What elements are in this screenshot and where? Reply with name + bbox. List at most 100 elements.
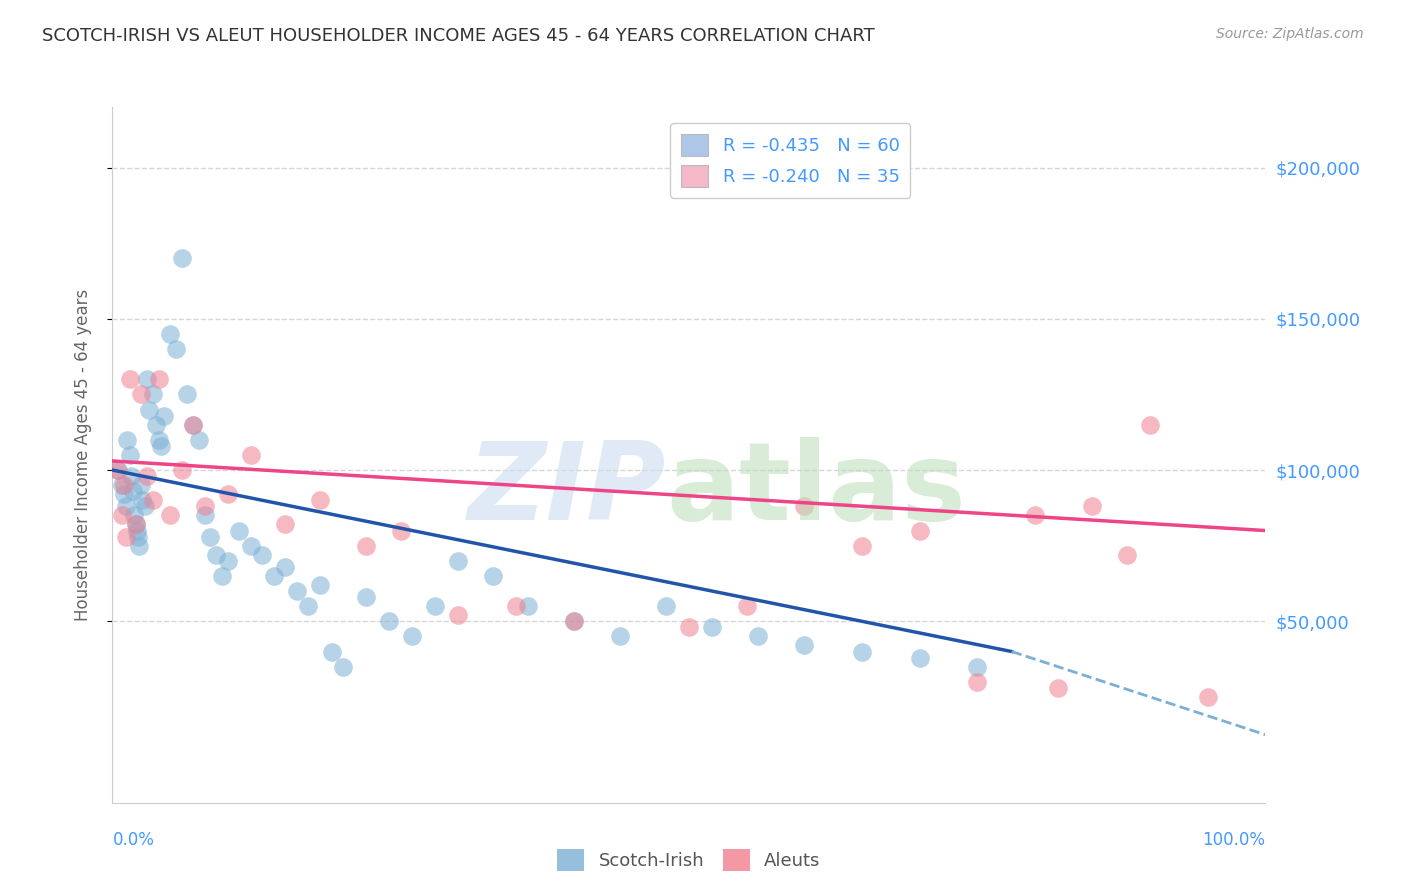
Point (505, 599, 527, 614)
Point (129, 387, 153, 401)
Point (609, 629, 631, 643)
Point (217, 554, 239, 568)
Point (124, 517, 146, 532)
Point (136, 469, 159, 483)
Text: Source: ZipAtlas.com: Source: ZipAtlas.com (1216, 27, 1364, 41)
Point (482, 569, 505, 583)
Point (188, 433, 211, 447)
Point (194, 500, 217, 514)
Point (165, 342, 187, 356)
Point (129, 478, 153, 492)
Y-axis label: Householder Income Ages 45 - 64 years: Householder Income Ages 45 - 64 years (73, 289, 91, 621)
Point (111, 478, 134, 492)
Point (332, 659, 354, 673)
Point (120, 469, 142, 483)
Point (142, 387, 165, 401)
Point (112, 478, 135, 492)
Legend: Scotch-Irish, Aleuts: Scotch-Irish, Aleuts (550, 842, 828, 879)
Point (966, 659, 988, 673)
Point (747, 629, 769, 643)
Point (124, 517, 146, 532)
Point (447, 608, 470, 623)
Point (170, 252, 193, 266)
Point (148, 433, 170, 447)
Point (655, 599, 678, 614)
Point (181, 417, 204, 432)
Point (285, 584, 308, 599)
Point (153, 409, 176, 423)
Point (159, 326, 181, 341)
Point (401, 629, 423, 643)
Point (735, 599, 758, 614)
Point (678, 620, 700, 634)
Point (1116, 548, 1139, 562)
Text: atlas: atlas (666, 437, 966, 542)
Point (389, 524, 412, 538)
Point (131, 493, 153, 508)
Point (1139, 417, 1161, 432)
Point (239, 448, 262, 462)
Point (211, 569, 233, 583)
Point (309, 493, 332, 508)
Point (125, 524, 148, 538)
Text: SCOTCH-IRISH VS ALEUT HOUSEHOLDER INCOME AGES 45 - 64 YEARS CORRELATION CHART: SCOTCH-IRISH VS ALEUT HOUSEHOLDER INCOME… (42, 27, 875, 45)
Point (115, 500, 138, 514)
Text: ZIP: ZIP (468, 437, 666, 542)
Point (138, 402, 160, 417)
Point (118, 372, 141, 386)
Point (274, 559, 297, 574)
Point (194, 508, 217, 523)
Point (124, 508, 146, 523)
Point (516, 599, 538, 614)
Point (1046, 681, 1069, 695)
Text: 0.0%: 0.0% (112, 830, 155, 848)
Point (354, 539, 377, 553)
Point (1081, 500, 1104, 514)
Point (142, 493, 165, 508)
Point (425, 599, 447, 614)
Point (793, 500, 815, 514)
Point (908, 650, 931, 665)
Point (1024, 508, 1046, 523)
Point (111, 508, 134, 523)
Point (562, 615, 585, 629)
Point (252, 548, 274, 562)
Point (117, 433, 139, 447)
Point (136, 372, 159, 386)
Point (908, 524, 931, 538)
Legend: R = -0.435   N = 60, R = -0.240   N = 35: R = -0.435 N = 60, R = -0.240 N = 35 (671, 123, 911, 198)
Point (274, 517, 297, 532)
Point (239, 539, 262, 553)
Point (105, 463, 128, 477)
Point (851, 539, 873, 553)
Point (851, 644, 873, 658)
Point (217, 487, 239, 501)
Point (966, 674, 988, 689)
Point (148, 372, 170, 386)
Text: 100.0%: 100.0% (1202, 830, 1265, 848)
Point (793, 639, 815, 653)
Point (263, 569, 285, 583)
Point (149, 439, 172, 453)
Point (176, 387, 198, 401)
Point (128, 539, 150, 553)
Point (200, 530, 222, 544)
Point (145, 417, 167, 432)
Point (112, 487, 135, 501)
Point (309, 578, 332, 592)
Point (107, 463, 129, 477)
Point (354, 590, 377, 604)
Point (122, 484, 145, 499)
Point (562, 615, 585, 629)
Point (127, 530, 149, 544)
Point (159, 508, 181, 523)
Point (447, 554, 470, 568)
Point (181, 417, 204, 432)
Point (700, 620, 723, 634)
Point (115, 530, 138, 544)
Point (170, 463, 193, 477)
Point (378, 615, 401, 629)
Point (1197, 690, 1219, 704)
Point (205, 548, 228, 562)
Point (321, 644, 343, 658)
